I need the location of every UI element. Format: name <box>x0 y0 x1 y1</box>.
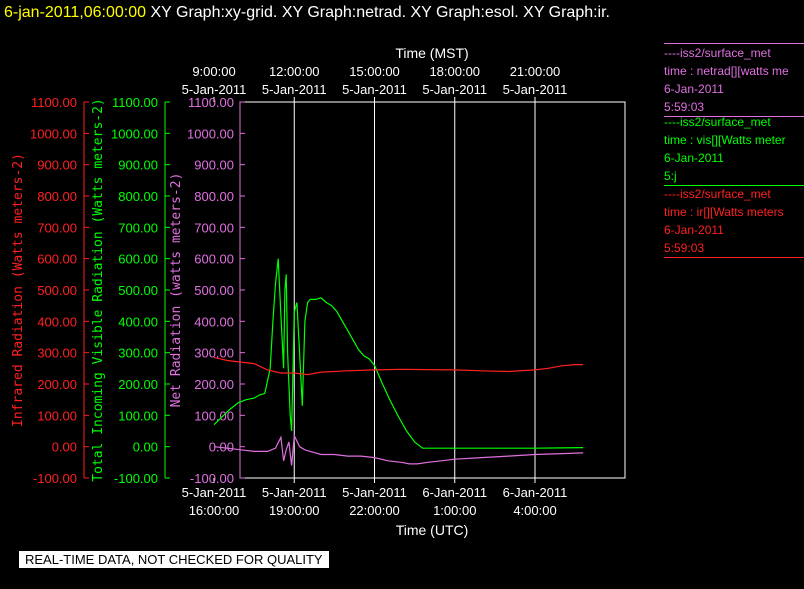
y-tick-label: 1100.00 <box>112 95 158 110</box>
y-tick-label: 100.00 <box>194 408 234 423</box>
legend-line: 5:59:03 <box>664 98 804 117</box>
legend-line: time : vis[][Watts meter <box>664 133 786 147</box>
y-axis-title: Total Incoming Visible Radiation (Watts … <box>91 98 106 482</box>
legend-ir: ----iss2/surface_met time : ir[][Watts m… <box>664 185 804 258</box>
legend-line: 6-Jan-2011 <box>664 151 724 165</box>
series-line <box>213 258 584 449</box>
x-tick-label-date: 6-Jan-2011 <box>503 485 568 500</box>
y-tick-label: 500.00 <box>118 283 158 298</box>
y-tick-label: 0.00 <box>133 440 158 455</box>
x-tick-label-date: 5-Jan-2011 <box>342 485 407 500</box>
top-axis-title: Time (MST) <box>395 45 468 61</box>
top-tick-label-date: 5-Jan-2011 <box>342 82 407 97</box>
legend-line: time : netrad[][watts me <box>664 64 789 78</box>
y-axis-title: Net Radiation (watts meters-2) <box>169 173 184 408</box>
y-tick-label: 600.00 <box>37 252 77 267</box>
y-tick-label: 300.00 <box>118 346 158 361</box>
graph-list-label: XY Graph:xy-grid. XY Graph:netrad. XY Gr… <box>150 4 611 21</box>
y-tick-label: -100.00 <box>114 471 158 486</box>
x-tick-label-date: 5-Jan-2011 <box>182 485 247 500</box>
x-tick-label-date: 6-Jan-2011 <box>422 485 487 500</box>
y-tick-label: 200.00 <box>194 377 234 392</box>
y-tick-label: -100.00 <box>190 471 234 486</box>
y-tick-label: 300.00 <box>194 346 234 361</box>
series-line <box>213 433 584 466</box>
y-tick-label: 700.00 <box>194 220 234 235</box>
top-tick-label-time: 15:00:00 <box>349 64 400 79</box>
y-tick-label: 1100.00 <box>188 95 234 110</box>
y-tick-label: 800.00 <box>118 189 158 204</box>
top-tick-label-time: 18:00:00 <box>429 64 480 79</box>
y-tick-label: 600.00 <box>118 252 158 267</box>
y-tick-label: 900.00 <box>194 158 234 173</box>
legend-vis: ----iss2/surface_met time : vis[][Watts … <box>664 113 804 186</box>
y-tick-label: 500.00 <box>194 283 234 298</box>
y-tick-label: -100.00 <box>33 471 77 486</box>
legend-line: ----iss2/surface_met <box>664 115 771 129</box>
graph-title: 6-jan-2011,06:00:00 XY Graph:xy-grid. XY… <box>4 4 610 22</box>
timestamp-label: 6-jan-2011,06:00:00 <box>4 4 147 21</box>
top-tick-label-time: 12:00:00 <box>269 64 320 79</box>
legend-line: time : ir[][Watts meters <box>664 205 784 219</box>
top-tick-label-time: 21:00:00 <box>510 64 561 79</box>
y-tick-label: 400.00 <box>118 314 158 329</box>
y-tick-label: 1100.00 <box>31 95 77 110</box>
top-tick-label-date: 5-Jan-2011 <box>182 82 247 97</box>
y-tick-label: 1000.00 <box>187 126 234 141</box>
x-tick-label-time: 22:00:00 <box>349 503 400 518</box>
y-tick-label: 0.00 <box>52 440 77 455</box>
y-tick-label: 1000.00 <box>30 126 77 141</box>
y-tick-label: 700.00 <box>118 220 158 235</box>
y-tick-label: 900.00 <box>37 158 77 173</box>
bottom-axis-title: Time (UTC) <box>396 522 469 538</box>
legend-line: ----iss2/surface_met <box>664 46 771 60</box>
legend-line: ----iss2/surface_met <box>664 187 771 201</box>
y-tick-label: 200.00 <box>118 377 158 392</box>
y-tick-label: 400.00 <box>194 314 234 329</box>
x-tick-label-time: 1:00:00 <box>433 503 476 518</box>
plot-frame <box>239 101 626 479</box>
y-tick-label: 800.00 <box>194 189 234 204</box>
top-tick-label-date: 5-Jan-2011 <box>262 82 327 97</box>
x-tick-label-time: 19:00:00 <box>269 503 320 518</box>
top-tick-label-time: 9:00:00 <box>192 64 235 79</box>
legend-line: 6-Jan-2011 <box>664 223 724 237</box>
y-tick-label: 200.00 <box>37 377 77 392</box>
y-tick-label: 100.00 <box>37 408 77 423</box>
quality-warning-banner: REAL-TIME DATA, NOT CHECKED FOR QUALITY <box>19 551 329 568</box>
series-line <box>213 356 584 376</box>
top-tick-label-date: 5-Jan-2011 <box>422 82 487 97</box>
y-tick-label: 700.00 <box>37 220 77 235</box>
legend-netrad: ----iss2/surface_met time : netrad[][wat… <box>664 40 804 117</box>
legend-line: 6-Jan-2011 <box>664 82 724 96</box>
y-tick-label: 1000.00 <box>111 126 158 141</box>
x-tick-label-time: 4:00:00 <box>513 503 556 518</box>
y-axis-title: Infrared Radiation (Watts meters-2) <box>11 153 26 427</box>
y-tick-label: 900.00 <box>118 158 158 173</box>
y-tick-label: 100.00 <box>118 408 158 423</box>
y-tick-label: 600.00 <box>194 252 234 267</box>
y-tick-label: 800.00 <box>37 189 77 204</box>
x-tick-label-time: 16:00:00 <box>189 503 240 518</box>
y-tick-label: 400.00 <box>37 314 77 329</box>
top-tick-label-date: 5-Jan-2011 <box>503 82 568 97</box>
x-tick-label-date: 5-Jan-2011 <box>262 485 327 500</box>
legend-line: 5:59:03 <box>664 239 804 258</box>
y-tick-label: 500.00 <box>37 283 77 298</box>
legend-line: 5:j <box>664 167 804 186</box>
y-tick-label: 300.00 <box>37 346 77 361</box>
